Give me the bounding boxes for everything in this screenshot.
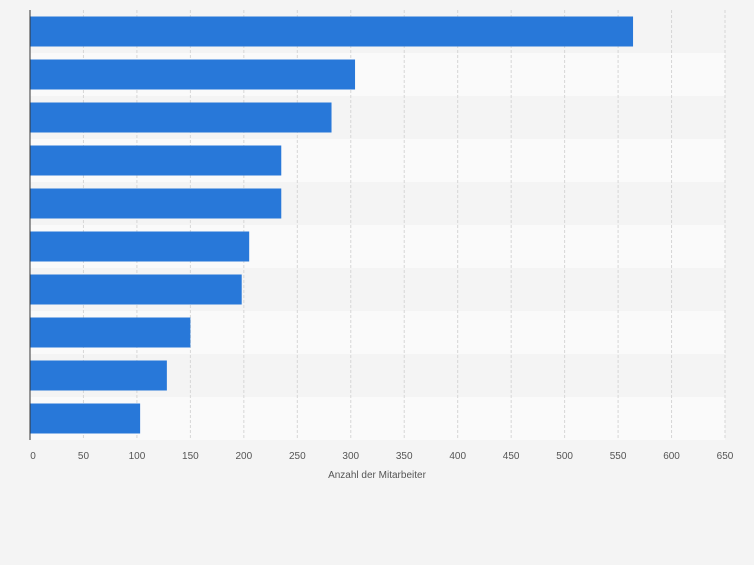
x-tick-label: 500 bbox=[556, 451, 573, 462]
bar-9[interactable] bbox=[30, 360, 167, 391]
bar-3[interactable] bbox=[30, 102, 332, 133]
bar-5[interactable] bbox=[30, 188, 282, 219]
x-tick-label: 150 bbox=[182, 451, 199, 462]
bar-1[interactable] bbox=[30, 16, 634, 47]
bar-6[interactable] bbox=[30, 231, 250, 262]
x-axis-label: Anzahl der Mitarbeiter bbox=[328, 470, 426, 481]
x-tick-label: 650 bbox=[717, 451, 734, 462]
bar-2[interactable] bbox=[30, 59, 356, 90]
x-tick-label: 100 bbox=[129, 451, 146, 462]
x-tick-label: 600 bbox=[663, 451, 680, 462]
bar-10[interactable] bbox=[30, 403, 141, 434]
x-tick-label: 450 bbox=[503, 451, 520, 462]
x-tick-label: 0 bbox=[30, 451, 36, 462]
x-tick-label: 550 bbox=[610, 451, 627, 462]
x-tick-label: 400 bbox=[449, 451, 466, 462]
row-band bbox=[30, 397, 725, 440]
x-tick-label: 350 bbox=[396, 451, 413, 462]
bar-4[interactable] bbox=[30, 145, 282, 176]
x-tick-label: 300 bbox=[342, 451, 359, 462]
bar-7[interactable] bbox=[30, 274, 242, 305]
x-tick-label: 50 bbox=[78, 451, 90, 462]
x-tick-label: 250 bbox=[289, 451, 306, 462]
x-tick-label: 200 bbox=[236, 451, 253, 462]
bar-8[interactable] bbox=[30, 317, 191, 348]
